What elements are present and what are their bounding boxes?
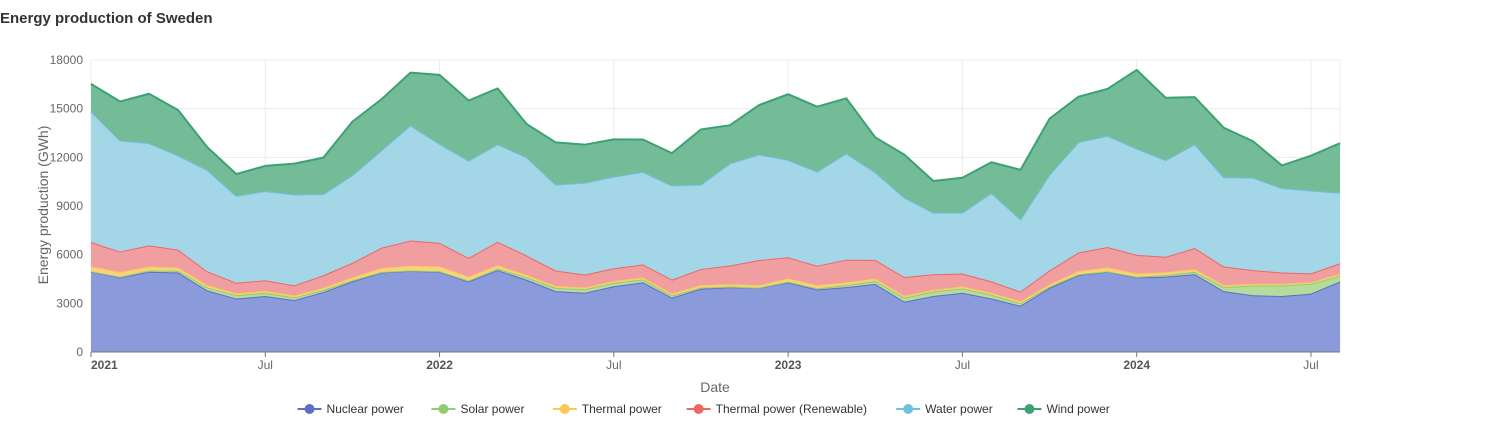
legend-marker bbox=[559, 404, 570, 414]
x-axis-label: Date bbox=[700, 379, 730, 395]
x-tick-label: 2022 bbox=[426, 358, 453, 372]
y-tick-label: 12000 bbox=[50, 150, 84, 164]
legend-item[interactable]: Thermal power bbox=[552, 402, 662, 416]
x-tick-label: 2024 bbox=[1123, 358, 1150, 372]
legend-item[interactable]: Wind power bbox=[1017, 402, 1110, 416]
legend-marker bbox=[693, 404, 704, 414]
x-tick-label: Jul bbox=[1303, 358, 1318, 372]
x-tick-label: Jul bbox=[258, 358, 273, 372]
legend-item[interactable]: Nuclear power bbox=[297, 402, 404, 416]
legend-label: Solar power bbox=[460, 402, 524, 416]
series-line bbox=[90, 68, 1341, 183]
legend-label: Wind power bbox=[1046, 402, 1109, 416]
legend-marker bbox=[304, 404, 315, 414]
y-tick-label: 15000 bbox=[50, 102, 84, 116]
series-area bbox=[91, 240, 1340, 302]
x-tick-label: 2021 bbox=[91, 358, 118, 372]
legend-label: Thermal power (Renewable) bbox=[716, 402, 867, 416]
legend-label: Nuclear power bbox=[327, 402, 404, 416]
x-tick-label: 2023 bbox=[775, 358, 802, 372]
legend-marker bbox=[438, 404, 449, 414]
legend: Nuclear power Solar power Thermal power The… bbox=[297, 402, 1110, 416]
y-tick-label: 9000 bbox=[56, 199, 83, 213]
y-tick-label: 6000 bbox=[56, 248, 83, 262]
series-line bbox=[90, 267, 1341, 305]
y-tick-label: 0 bbox=[76, 345, 83, 359]
stacked-areas bbox=[90, 68, 1341, 352]
series-area bbox=[91, 270, 1340, 352]
series-area bbox=[91, 111, 1340, 292]
axes: 0 3000 6000 9000 12000 15000 18000 2021 Jul 2022 J… bbox=[50, 53, 1340, 372]
legend-item[interactable]: Thermal power (Renewable) bbox=[686, 402, 867, 416]
x-tick-label: Jul bbox=[606, 358, 621, 372]
series-area bbox=[91, 69, 1340, 220]
x-tick-label: Jul bbox=[955, 358, 970, 372]
chart-title: Energy production of Sweden bbox=[0, 10, 213, 27]
y-tick-label: 18000 bbox=[50, 53, 84, 67]
legend-label: Thermal power bbox=[582, 402, 662, 416]
legend-item[interactable]: Solar power bbox=[431, 402, 524, 416]
y-axis-label: Energy production (GWh) bbox=[35, 126, 51, 285]
legend-item[interactable]: Water power bbox=[896, 402, 993, 416]
legend-marker bbox=[1024, 404, 1035, 414]
legend-label: Water power bbox=[925, 402, 993, 416]
legend-marker bbox=[903, 404, 914, 414]
y-tick-label: 3000 bbox=[56, 296, 83, 310]
